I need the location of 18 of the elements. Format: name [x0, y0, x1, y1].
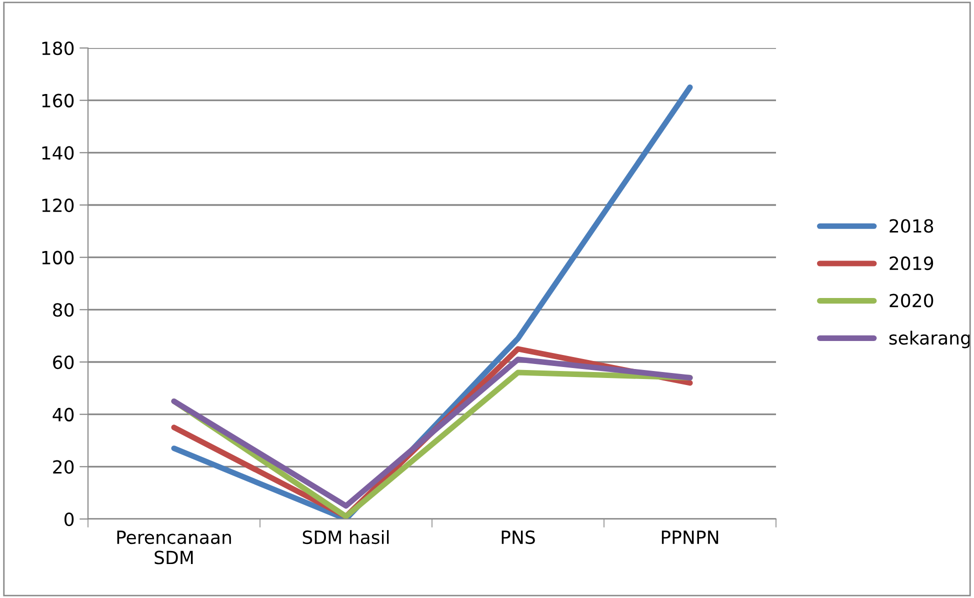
y-tick-label: 140: [42, 146, 74, 160]
x-tick-label: SDM hasil: [302, 530, 389, 544]
y-tick-label: 160: [42, 94, 74, 108]
y-tick-label: 0: [64, 512, 74, 526]
y-tick-label: 180: [42, 41, 74, 56]
y-tick-label: 20: [53, 460, 74, 474]
legend-label: sekarang: [889, 330, 970, 348]
legend-label: 2020: [890, 294, 934, 308]
legend-label: 2018: [890, 219, 934, 233]
x-tick-label: PPNPN: [662, 530, 718, 544]
y-tick-label: 80: [53, 303, 74, 317]
y-tick-label: 120: [42, 198, 74, 212]
x-tick-label: Perencanaan SDM: [117, 530, 231, 564]
x-tick-label: PNS: [502, 530, 535, 544]
y-tick-label: 60: [53, 355, 74, 370]
y-tick-label: 100: [42, 250, 74, 264]
legend-label: 2019: [890, 256, 934, 270]
y-tick-label: 40: [52, 408, 74, 422]
